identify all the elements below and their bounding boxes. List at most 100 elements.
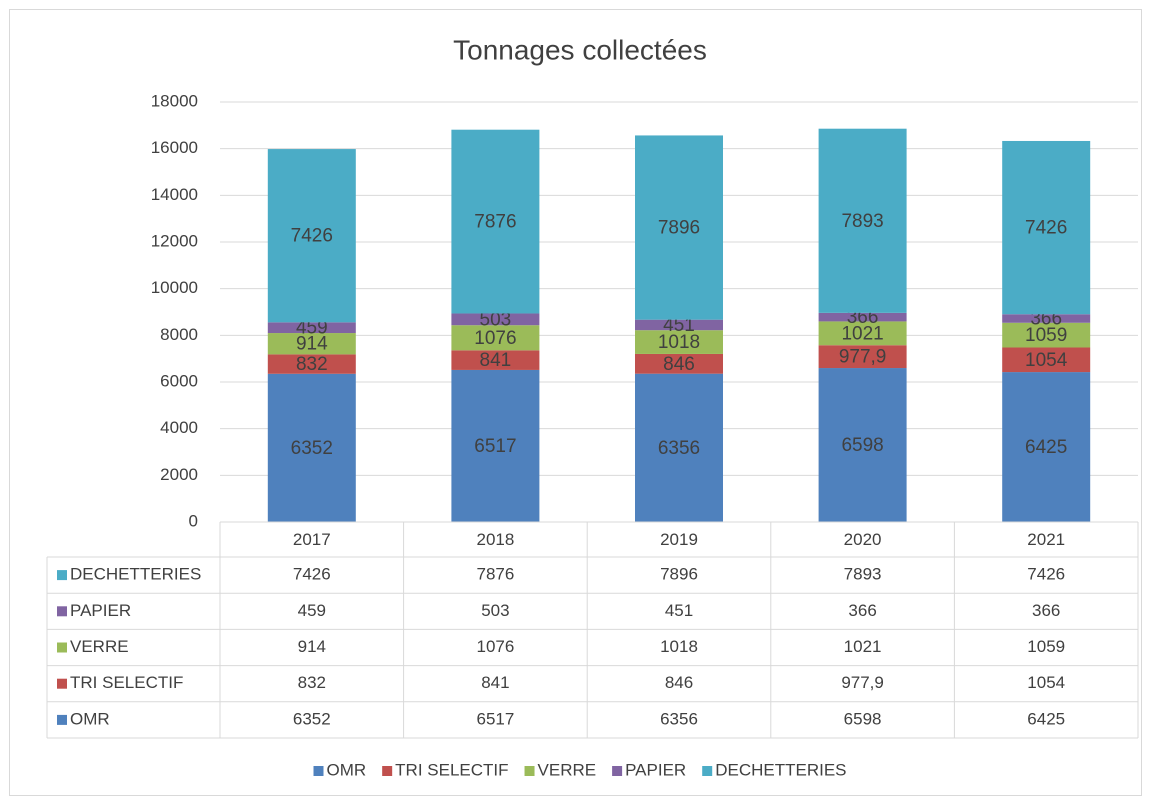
data-label: 841	[480, 350, 512, 371]
table-cell: 1054	[1027, 673, 1065, 692]
bar-segment	[267, 333, 356, 355]
bar-segment	[818, 345, 907, 369]
legend-label: TRI SELECTIF	[395, 760, 508, 779]
table-cell: 7876	[476, 565, 514, 584]
legend-label: PAPIER	[625, 760, 686, 779]
bar-segment	[1002, 314, 1091, 323]
data-label: 7426	[1025, 218, 1067, 239]
y-tick-label: 18000	[151, 91, 198, 110]
bar-segment	[635, 135, 723, 320]
table-legend-key	[57, 606, 67, 617]
table-row-label: DECHETTERIES	[70, 565, 201, 584]
x-tick-label: 2017	[293, 530, 331, 549]
data-label: 7896	[658, 218, 700, 239]
bar-segment	[451, 350, 540, 370]
y-tick-label: 10000	[151, 278, 198, 297]
data-label: 846	[663, 354, 695, 375]
y-tick-label: 2000	[160, 465, 198, 484]
legend-key	[313, 766, 324, 776]
data-label: 503	[480, 309, 512, 330]
table-row-label: TRI SELECTIF	[70, 673, 183, 692]
data-label: 977,9	[839, 347, 887, 368]
bar-segment	[267, 354, 356, 374]
bar-segment	[451, 129, 540, 314]
bar-segment	[635, 330, 723, 354]
data-label: 6356	[658, 438, 700, 459]
data-label: 7876	[474, 212, 516, 233]
data-label: 832	[296, 354, 328, 375]
y-tick-label: 12000	[151, 231, 198, 250]
bar-segment	[818, 368, 907, 522]
table-cell: 7426	[293, 565, 331, 584]
y-tick-label: 6000	[160, 371, 198, 390]
bar-segment	[818, 321, 907, 346]
table-cell: 1021	[844, 637, 882, 656]
table-cell: 6352	[293, 709, 331, 728]
data-label: 1059	[1025, 325, 1067, 346]
data-label: 7893	[841, 211, 883, 232]
legend-label: DECHETTERIES	[715, 760, 846, 779]
x-tick-label: 2018	[476, 530, 514, 549]
table-cell: 451	[665, 601, 693, 620]
data-label: 1018	[658, 332, 700, 353]
table-cell: 1059	[1027, 637, 1065, 656]
data-label: 6425	[1025, 437, 1067, 458]
x-tick-label: 2020	[844, 530, 882, 549]
table-cell: 6517	[476, 709, 514, 728]
table-cell: 1076	[476, 637, 514, 656]
data-label: 6598	[841, 435, 883, 456]
data-label: 6517	[474, 436, 516, 457]
data-label: 1076	[474, 328, 516, 349]
bar-segment	[1002, 140, 1091, 315]
chart-title: Tonnages collectées	[453, 34, 707, 65]
bar-segment	[1002, 372, 1091, 522]
table-cell: 366	[1032, 601, 1060, 620]
bar-segment	[818, 312, 907, 322]
bar-segment	[1002, 347, 1091, 373]
table-cell: 832	[298, 673, 326, 692]
legend-key	[612, 766, 623, 776]
data-label: 7426	[291, 226, 333, 247]
table-legend-key	[57, 570, 67, 581]
bar-segment	[451, 313, 540, 326]
table-cell: 7426	[1027, 565, 1065, 584]
data-label: 459	[296, 318, 328, 339]
table-cell: 841	[481, 673, 509, 692]
bar-segment	[635, 353, 723, 374]
y-tick-label: 8000	[160, 325, 198, 344]
table-cell: 459	[298, 601, 326, 620]
legend-key	[702, 766, 713, 776]
bar-segment	[451, 369, 540, 522]
bar-segment	[635, 319, 723, 331]
bar-segment	[818, 128, 907, 313]
table-legend-key	[57, 678, 67, 689]
table-cell: 6598	[844, 709, 882, 728]
data-label: 914	[296, 334, 328, 355]
table-cell: 7896	[660, 565, 698, 584]
x-tick-label: 2021	[1027, 530, 1065, 549]
table-cell: 7893	[844, 565, 882, 584]
y-tick-label: 16000	[151, 138, 198, 157]
legend-key	[382, 766, 393, 776]
table-cell: 503	[481, 601, 509, 620]
data-label: 1021	[841, 323, 883, 344]
legend-key	[524, 766, 535, 776]
legend-label: OMR	[327, 760, 367, 779]
table-row-label: OMR	[70, 709, 110, 728]
data-label: 1054	[1025, 350, 1068, 371]
table-cell: 1018	[660, 637, 698, 656]
bar-segment	[267, 149, 356, 323]
bar-segment	[635, 373, 723, 522]
chart-border	[9, 9, 1142, 796]
table-legend-key	[57, 714, 67, 725]
legend-label: VERRE	[538, 760, 597, 779]
data-label: 451	[663, 315, 695, 336]
table-row-label: PAPIER	[70, 601, 131, 620]
x-tick-label: 2019	[660, 530, 698, 549]
y-tick-label: 0	[189, 511, 198, 530]
table-cell: 6425	[1027, 709, 1065, 728]
bar-segment	[1002, 322, 1091, 348]
bar-segment	[267, 373, 356, 522]
table-cell: 366	[848, 601, 876, 620]
